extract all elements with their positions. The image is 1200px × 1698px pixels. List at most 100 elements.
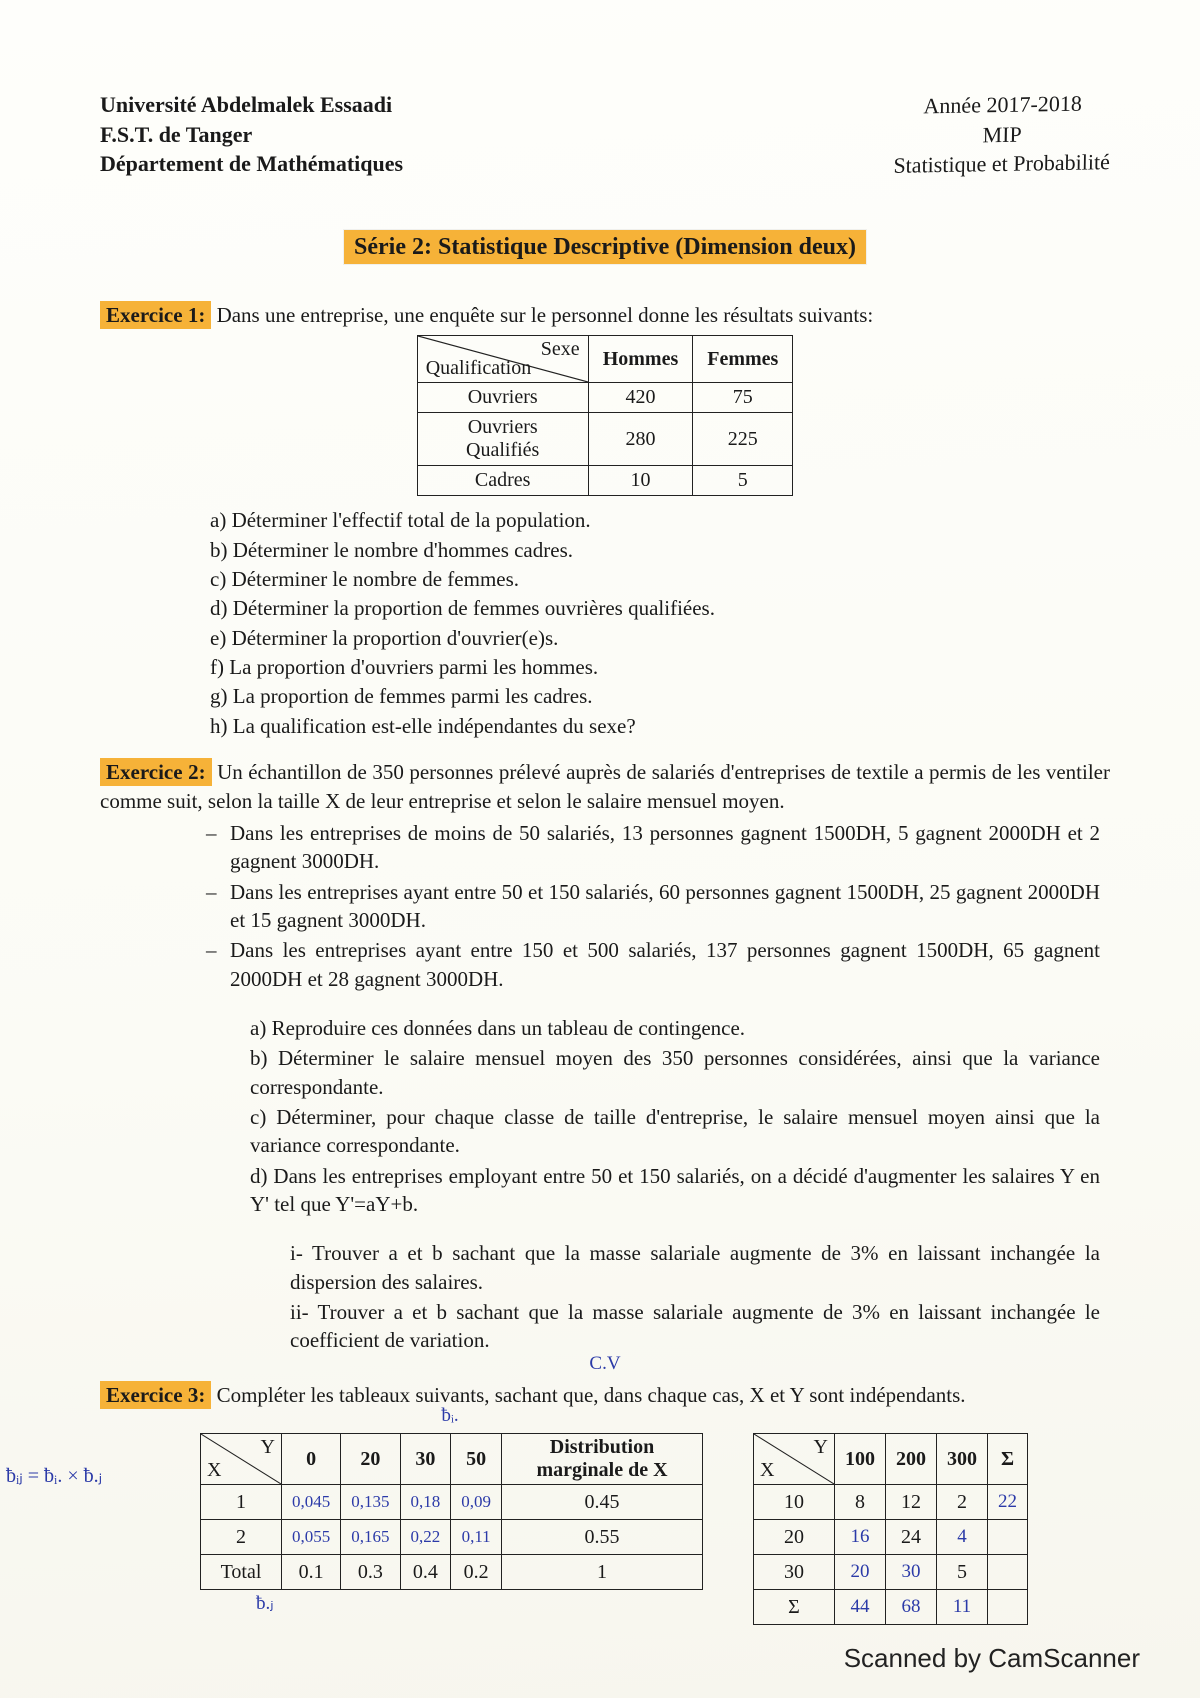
t3a-r0-v0: 0,045 xyxy=(282,1485,341,1520)
ex1-row-0-v1: 75 xyxy=(693,383,793,413)
ex1-row-2-v0: 10 xyxy=(588,466,693,496)
ex2-s-c: c) Déterminer, pour chaque classe de tai… xyxy=(250,1103,1110,1160)
t3b-r3-v0: 44 xyxy=(835,1590,886,1625)
t3b-r1-v0: 16 xyxy=(835,1520,886,1555)
t3b-r3-label: Σ xyxy=(754,1590,835,1625)
t3a-margin-col: Distribution marginale de X xyxy=(502,1434,703,1485)
t3a-diag-bot: X xyxy=(207,1459,221,1482)
t3b-r2-label: 30 xyxy=(754,1555,835,1590)
ex1-diag-header: Sexe Qualification xyxy=(417,336,588,383)
ex1-row-0: Ouvriers 420 75 xyxy=(417,383,793,413)
ex2-b-0: Dans les entreprises de moins de 50 sala… xyxy=(230,819,1110,876)
ex2-sub: a) Reproduire ces données dans un tablea… xyxy=(100,1014,1110,1218)
t3a-c3: 50 xyxy=(451,1434,502,1485)
ex2-b-2: Dans les entreprises ayant entre 150 et … xyxy=(230,936,1110,993)
program-code: MIP xyxy=(893,118,1110,151)
ex2-s-a: a) Reproduire ces données dans un tablea… xyxy=(250,1014,1110,1042)
ex3-tableA-wrap: Y X 0 20 30 50 Distribution marginale de… xyxy=(200,1433,703,1625)
t3b-r3: Σ 44 68 11 xyxy=(754,1590,1028,1625)
t3a-r2-v2: 0.4 xyxy=(400,1555,451,1590)
ex3-tableA: Y X 0 20 30 50 Distribution marginale de… xyxy=(200,1433,703,1590)
ex2-s-d: d) Dans les entreprises employant entre … xyxy=(250,1162,1110,1219)
t3b-c2: 300 xyxy=(937,1434,988,1485)
ex2-r-i: i- Trouver a et b sachant que la masse s… xyxy=(290,1239,1110,1296)
t3a-r0-v1: 0,135 xyxy=(341,1485,400,1520)
course-name: Statistique et Probabilité xyxy=(893,147,1110,180)
ex1-q-c: c) Déterminer le nombre de femmes. xyxy=(210,565,1110,593)
ex3-label: Exercice 3: xyxy=(100,1381,211,1409)
ex2-s-b: b) Déterminer le salaire mensuel moyen d… xyxy=(250,1044,1110,1101)
t3b-c1: 200 xyxy=(886,1434,937,1485)
t3b-diag: Y X xyxy=(754,1434,835,1485)
ex1-questions: a) Déterminer l'effectif total de la pop… xyxy=(100,506,1110,740)
ex1-diag-top: Sexe xyxy=(541,338,580,361)
ex1-row-1: Ouvriers Qualifiés 280 225 xyxy=(417,413,793,466)
ex2-intro: Un échantillon de 350 personnes prélevé … xyxy=(100,760,1110,812)
side-formula-annot: ƀᵢⱼ = ƀᵢ. × ƀ.ⱼ xyxy=(6,1463,102,1488)
ex2-bullets: Dans les entreprises de moins de 50 sala… xyxy=(100,819,1110,993)
ex3-intro: Compléter les tableaux suivants, sachant… xyxy=(217,1383,966,1407)
t3b-c0: 100 xyxy=(835,1434,886,1485)
ex1-q-d: d) Déterminer la proportion de femmes ou… xyxy=(210,594,1110,622)
t3a-r0-v3: 0,09 xyxy=(451,1485,502,1520)
ex1-label: Exercice 1: xyxy=(100,301,211,329)
t3a-c1: 20 xyxy=(341,1434,400,1485)
ex1-intro: Dans une entreprise, une enquête sur le … xyxy=(217,303,874,327)
ex1-row-1-v1: 225 xyxy=(693,413,793,466)
t3b-r1: 20 16 24 4 xyxy=(754,1520,1028,1555)
t3b-c3: Σ xyxy=(988,1434,1028,1485)
t3b-r2: 30 20 30 5 xyxy=(754,1555,1028,1590)
t3b-r0-v1: 12 xyxy=(886,1485,937,1520)
t3b-diag-top: Y xyxy=(814,1436,828,1459)
t3b-r1-v3 xyxy=(988,1520,1028,1555)
department-name: Département de Mathématiques xyxy=(100,149,403,179)
t3a-r0-label: 1 xyxy=(201,1485,282,1520)
t3a-r1-v2: 0,22 xyxy=(400,1520,451,1555)
university-name: Université Abdelmalek Essaadi xyxy=(100,90,403,120)
t3a-c0: 0 xyxy=(282,1434,341,1485)
page: Université Abdelmalek Essaadi F.S.T. de … xyxy=(0,0,1200,1698)
ex1-col-0: Hommes xyxy=(588,336,693,383)
t3a-diag-top: Y xyxy=(261,1436,275,1459)
t3a-r1: 2 0,055 0,165 0,22 0,11 0.55 xyxy=(201,1520,703,1555)
t3a-diag: Y X xyxy=(201,1434,282,1485)
series-title-wrap: Série 2: Statistique Descriptive (Dimens… xyxy=(100,234,1110,261)
t3a-r2-v1: 0.3 xyxy=(341,1555,400,1590)
ex1-row-1-v0: 280 xyxy=(588,413,693,466)
t3b-diag-bot: X xyxy=(760,1459,774,1482)
t3a-r1-v3: 0,11 xyxy=(451,1520,502,1555)
t3a-r2-v0: 0.1 xyxy=(282,1555,341,1590)
ex1-row-1-label: Ouvriers Qualifiés xyxy=(417,413,588,466)
t3a-r2: Total 0.1 0.3 0.4 0.2 1 xyxy=(201,1555,703,1590)
t3b-r1-v2: 4 xyxy=(937,1520,988,1555)
ex1-row-0-label: Ouvriers xyxy=(417,383,588,413)
header-right: Année 2017-2018 MIP Statistique et Proba… xyxy=(893,88,1111,181)
header-left: Université Abdelmalek Essaadi F.S.T. de … xyxy=(100,90,403,179)
ex2-r-ii: ii- Trouver a et b sachant que la masse … xyxy=(290,1298,1110,1355)
ex3-tables: ƀᵢⱼ = ƀᵢ. × ƀ.ⱼ Y X 0 20 30 50 Distribut… xyxy=(100,1433,1110,1625)
ex1-q-a: a) Déterminer l'effectif total de la pop… xyxy=(210,506,1110,534)
t3b-r1-label: 20 xyxy=(754,1520,835,1555)
t3a-r1-v0: 0,055 xyxy=(282,1520,341,1555)
t3a-r2-m: 1 xyxy=(502,1555,703,1590)
ex1-q-e: e) Déterminer la proportion d'ouvrier(e)… xyxy=(210,624,1110,652)
ex1-q-g: g) La proportion de femmes parmi les cad… xyxy=(210,682,1110,710)
t3a-r0-v2: 0,18 xyxy=(400,1485,451,1520)
t3a-r0: 1 0,045 0,135 0,18 0,09 0.45 xyxy=(201,1485,703,1520)
ex2-roman: i- Trouver a et b sachant que la masse s… xyxy=(100,1239,1110,1354)
ex1-diag-bottom: Qualification xyxy=(426,357,532,380)
t3b-r2-v3 xyxy=(988,1555,1028,1590)
t3a-r1-m: 0.55 xyxy=(502,1520,703,1555)
t3b-r0-v3: 22 xyxy=(988,1485,1028,1520)
ex1-row-2: Cadres 10 5 xyxy=(417,466,793,496)
t3b-r3-v3 xyxy=(988,1590,1028,1625)
t3b-r3-v2: 11 xyxy=(937,1590,988,1625)
t3b-r2-v0: 20 xyxy=(835,1555,886,1590)
ex1-table: Sexe Qualification Hommes Femmes Ouvrier… xyxy=(417,335,794,496)
t3a-r0-m: 0.45 xyxy=(502,1485,703,1520)
academic-year: Année 2017-2018 xyxy=(894,88,1111,121)
ex1-q-b: b) Déterminer le nombre d'hommes cadres. xyxy=(210,536,1110,564)
header: Université Abdelmalek Essaadi F.S.T. de … xyxy=(100,90,1110,179)
ex1-q-h: h) La qualification est-elle indépendant… xyxy=(210,712,1110,740)
ex2-b-1: Dans les entreprises ayant entre 50 et 1… xyxy=(230,878,1110,935)
